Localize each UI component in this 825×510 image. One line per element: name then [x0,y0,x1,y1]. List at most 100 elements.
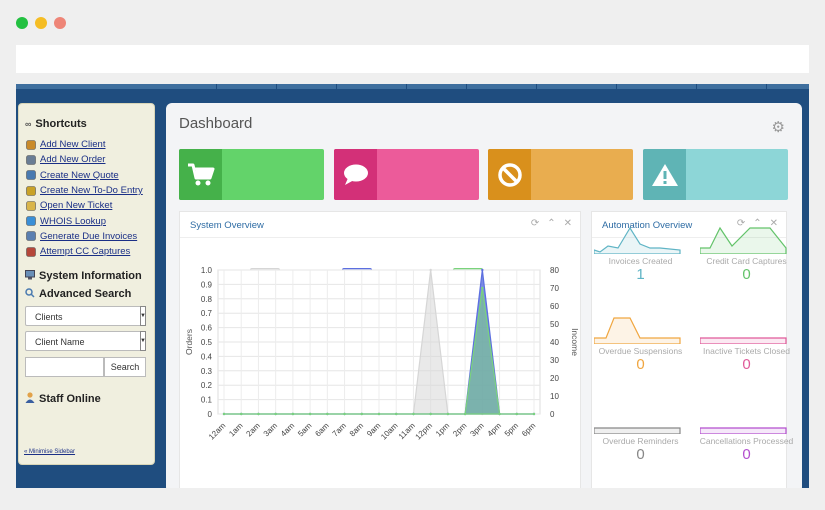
shortcut-item[interactable]: Add New Client [25,137,143,152]
tickets-tile[interactable] [334,149,479,200]
shortcut-link[interactable]: Add New Client [40,139,106,151]
page-title: Dashboard [179,115,253,132]
shortcut-item[interactable]: Attempt CC Captures [25,244,143,259]
y-right-tick-label: 50 [550,320,559,329]
minimise-sidebar-link[interactable]: « Minimise Sidebar [24,449,76,455]
globe-icon [25,216,37,227]
y-tick-label: 0.2 [201,381,213,390]
shortcut-item[interactable]: Create New Quote [25,168,143,183]
x-tick-label: 11am [397,421,417,441]
data-point [515,412,518,416]
magnifier-icon [25,288,35,300]
chevron-up-icon[interactable]: ⌃ [753,218,762,229]
x-tick-label: 5pm [503,421,521,439]
shortcut-item[interactable]: Open New Ticket [25,198,143,213]
search-type-select[interactable]: Clients ▼ [25,306,146,326]
stat-value: 0 [636,356,645,373]
refresh-icon[interactable]: ⟳ [736,218,746,229]
automation-stat: Overdue Suspensions 0 [592,346,689,374]
system-information-label: System Information [39,270,142,282]
shortcut-link[interactable]: Create New To-Do Entry [40,185,143,197]
x-tick-label: 12am [207,421,228,442]
x-tick-label: 12pm [414,421,435,442]
x-tick-label: 2pm [451,421,469,439]
refresh-icon[interactable]: ⟳ [530,218,540,229]
x-tick-label: 7am [331,421,349,439]
advanced-search-header: Advanced Search [25,288,131,300]
data-point [360,412,363,416]
nav-bar [16,84,809,89]
chevron-up-icon[interactable]: ⌃ [547,218,556,229]
cart-icon [179,149,222,200]
orders-tile[interactable] [179,149,324,200]
alerts-tile[interactable] [643,149,788,200]
search-button[interactable]: Search [104,357,146,377]
stat-label: Overdue Suspensions [598,346,683,356]
maximize-button[interactable] [16,17,28,29]
x-tick-label: 2am [244,421,262,439]
staff-online-label: Staff Online [39,392,101,405]
panel-title: System Overview [190,220,264,231]
data-point [343,412,346,416]
data-point [481,286,484,290]
data-point [412,412,415,416]
minimize-button[interactable] [35,17,47,29]
chevron-down-icon: ▼ [140,331,146,351]
monitor-icon [25,270,35,282]
automation-stat: Credit Card Captures 0 [698,256,795,284]
data-point [463,412,467,416]
shortcut-link[interactable]: Open New Ticket [40,200,113,212]
shortcut-item[interactable]: Create New To-Do Entry [25,183,143,198]
stat-label: Cancellations Processed [699,436,794,446]
y-tick-label: 0.8 [201,295,213,304]
close-icon[interactable]: ✕ [563,218,572,229]
shortcut-item[interactable]: Add New Order [25,152,143,167]
y-right-tick-label: 70 [550,284,559,293]
panel-header: Automation Overview ⟳ ⌃ ✕ [592,212,786,238]
cancellations-tile[interactable] [488,149,633,200]
dashboard-main: Dashboard ⚙ System Overview [166,103,802,488]
shortcut-link[interactable]: Create New Quote [40,169,119,181]
data-point [326,412,329,416]
y-right-tick-label: 60 [550,302,559,311]
close-icon[interactable]: ✕ [769,218,778,229]
data-point [291,412,295,416]
search-field-select[interactable]: Client Name ▼ [25,331,146,351]
gear-icon[interactable]: ⚙ [771,119,785,136]
ticket-icon [25,200,37,211]
system-overview-chart: 0 0.1 0.2 0.3 0.4 0.5 0.6 0.7 0.8 0.9 1.0 0 10 20 30 40… [184,266,580,442]
data-point [481,268,484,272]
data-point [257,412,260,416]
y-right-tick-label: 30 [550,356,559,365]
shortcut-item[interactable]: Generate Due Invoices [25,229,143,244]
y-right-tick-label: 80 [550,266,559,275]
y-right-tick-label: 40 [550,338,559,347]
system-information-link[interactable]: System Information [25,270,142,282]
sparkline [594,226,681,254]
y-tick-label: 0 [208,410,213,419]
shortcut-link[interactable]: Attempt CC Captures [40,246,131,258]
x-tick-label: 6am [313,421,331,439]
advanced-search-label: Advanced Search [39,288,132,300]
automation-stat: Invoices Created 1 [592,256,689,284]
shortcut-link[interactable]: Generate Due Invoices [40,230,138,242]
card-icon [25,246,37,257]
x-tick-label: 4pm [486,421,504,439]
y-right-tick-label: 20 [550,374,559,383]
shortcut-item[interactable]: WHOIS Lookup [25,213,143,228]
add-client-icon [25,139,37,150]
shortcut-link[interactable]: WHOIS Lookup [40,215,106,227]
person-icon [25,392,35,405]
sidebar: ∞ Shortcuts Add New Client Add New Order C… [18,103,155,465]
shortcut-link[interactable]: Add New Order [40,154,106,166]
x-tick-label: 5am [296,421,314,439]
y-tick-label: 0.6 [201,324,213,333]
data-point [429,412,432,416]
close-button[interactable] [54,17,66,29]
address-bar[interactable] [16,45,809,73]
data-point [446,412,450,416]
automation-stat: Cancellations Processed 0 [698,436,795,464]
data-point [377,412,381,416]
search-input[interactable] [25,357,104,377]
panel-controls: ⟳ ⌃ ✕ [737,218,778,229]
